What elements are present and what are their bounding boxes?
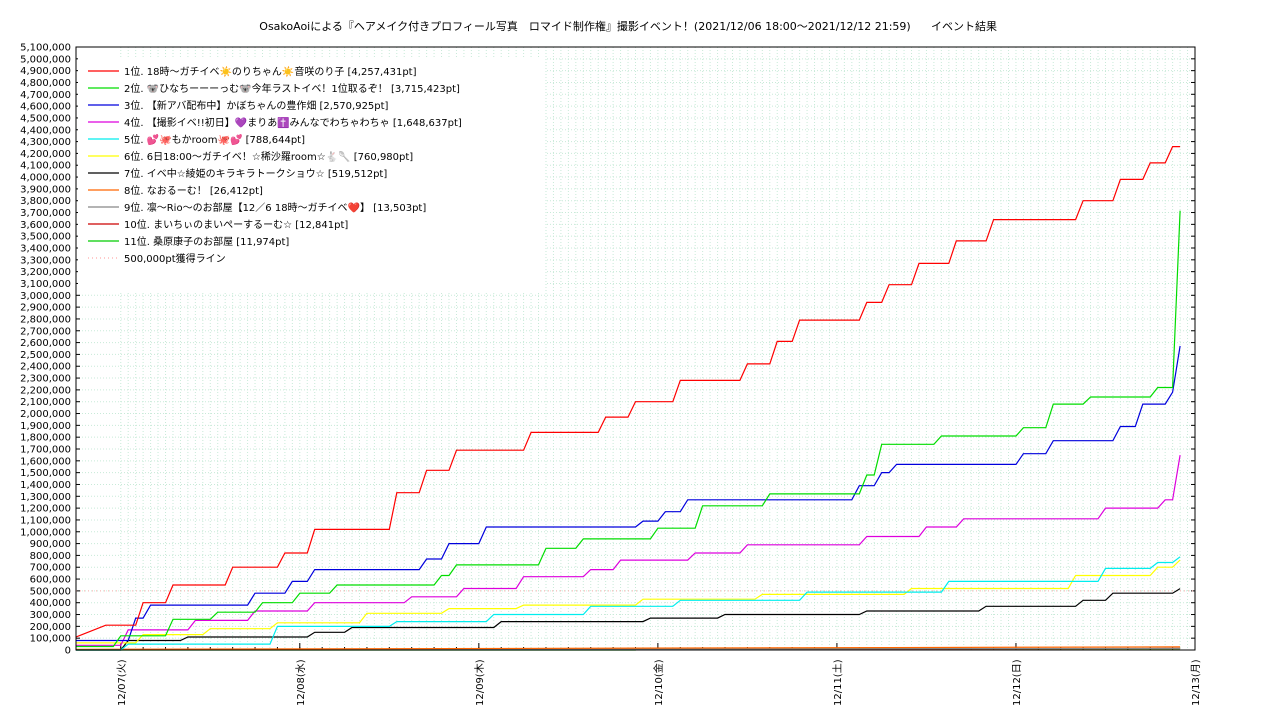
legend-label: 7位. イベ中☆綾姫のキラキラトークショウ☆ [519,512pt] xyxy=(124,167,387,180)
y-tick-label: 3,600,000 xyxy=(20,220,71,231)
legend-label: 2位. 🐨ひなちーーーっむ🐨今年ラストイベ！1位取るぞ！ [3,715,423p… xyxy=(124,82,460,95)
y-tick-label: 4,900,000 xyxy=(20,66,71,77)
y-tick-label: 3,000,000 xyxy=(20,291,71,302)
y-tick-label: 4,300,000 xyxy=(20,137,71,148)
y-tick-label: 1,200,000 xyxy=(20,504,71,515)
y-tick-label: 5,000,000 xyxy=(20,54,71,65)
series-line xyxy=(75,146,1181,638)
y-tick-label: 700,000 xyxy=(30,563,71,574)
y-tick-label: 1,300,000 xyxy=(20,492,71,503)
y-tick-label: 3,500,000 xyxy=(20,232,71,243)
y-tick-label: 3,200,000 xyxy=(20,267,71,278)
x-tick-label: 12/12(日) xyxy=(1012,659,1023,706)
y-tick-label: 400,000 xyxy=(30,598,71,609)
series-line xyxy=(76,210,1181,648)
y-tick-label: 1,900,000 xyxy=(20,421,71,432)
x-axis: 12/07(火) 12/08(水) 12/09(木) 12/10(金) 12/11(土)… xyxy=(116,643,1202,706)
legend-label: 10位. まいちぃのまいぺーするーむ☆ [12,841pt] xyxy=(124,218,348,231)
y-tick-label: 4,500,000 xyxy=(20,113,71,124)
y-tick-label: 4,400,000 xyxy=(20,125,71,136)
chart-subtitle: イベント結果 xyxy=(931,19,997,33)
y-tick-label: 4,700,000 xyxy=(20,90,71,101)
y-tick-label: 1,000,000 xyxy=(20,527,71,538)
legend-label: 4位. 【撮影イベ!!初日】💜まりあ✝️みんなでわちゃわちゃ [1,648,63… xyxy=(124,116,462,129)
legend-label: 3位. 【新アバ配布中】かぼちゃんの豊作畑 [2,570,925pt] xyxy=(124,99,389,112)
legend-label: 8位. なおるーむ！ [26,412pt] xyxy=(124,184,263,197)
y-tick-label: 1,500,000 xyxy=(20,468,71,479)
y-tick-label: 2,900,000 xyxy=(20,303,71,314)
y-tick-label: 2,100,000 xyxy=(20,397,71,408)
legend-label: 500,000pt獲得ライン xyxy=(124,252,226,265)
y-tick-label: 500,000 xyxy=(30,586,71,597)
y-tick-label: 4,600,000 xyxy=(20,102,71,113)
series-line xyxy=(76,559,1181,644)
y-tick-label: 2,300,000 xyxy=(20,374,71,385)
y-tick-label: 2,800,000 xyxy=(20,314,71,325)
chart-title: OsakoAoiによる『ヘアメイク付きプロフィール写真 ロマイド制作権』撮影イベ… xyxy=(259,19,910,33)
series-line xyxy=(76,455,1181,646)
y-tick-label: 1,700,000 xyxy=(20,445,71,456)
y-tick-label: 1,800,000 xyxy=(20,433,71,444)
x-tick-label: 12/07(火) xyxy=(116,659,128,706)
y-tick-label: 200,000 xyxy=(30,622,71,633)
y-tick-label: 900,000 xyxy=(30,539,71,550)
y-tick-label: 0 xyxy=(65,646,71,657)
y-tick-label: 3,900,000 xyxy=(20,184,71,195)
y-tick-label: 800,000 xyxy=(30,551,71,562)
plot-frame xyxy=(75,46,1196,651)
y-tick-label: 600,000 xyxy=(30,575,71,586)
y-tick-label: 1,600,000 xyxy=(20,456,71,467)
y-tick-label: 4,100,000 xyxy=(20,161,71,172)
x-tick-label: 12/13(月) xyxy=(1190,659,1202,706)
y-tick-label: 4,800,000 xyxy=(20,78,71,89)
legend: 1位. 18時〜ガチイベ☀️のりちゃん☀️音咲のり子 [4,257,431pt]… xyxy=(78,57,545,292)
series-line xyxy=(76,588,1181,651)
x-tick-label: 12/10(金) xyxy=(652,659,665,706)
y-tick-label: 2,700,000 xyxy=(20,326,71,337)
x-tick-label: 12/09(木) xyxy=(474,659,486,706)
y-tick-label: 1,100,000 xyxy=(20,515,71,526)
legend-label: 9位. 凛〜Rio〜のお部屋【12／6 18時〜ガチイベ❤️】 [13,503p… xyxy=(124,201,426,214)
y-tick-label: 3,800,000 xyxy=(20,196,71,207)
legend-label: 5位. 💕🐙もかroom🐙💕 [788,644pt] xyxy=(124,133,305,146)
y-tick-label: 3,400,000 xyxy=(20,244,71,255)
x-tick-label: 12/08(水) xyxy=(295,659,307,706)
y-tick-label: 100,000 xyxy=(30,634,71,645)
series-line xyxy=(76,556,1181,651)
legend-label: 1位. 18時〜ガチイベ☀️のりちゃん☀️音咲のり子 [4,257,431pt] xyxy=(124,65,417,78)
series-line xyxy=(76,345,1181,642)
y-tick-label: 3,100,000 xyxy=(20,279,71,290)
y-tick-label: 2,000,000 xyxy=(20,409,71,420)
x-tick-label: 12/11(土) xyxy=(831,659,844,706)
legend-box xyxy=(78,57,545,292)
y-tick-label: 4,000,000 xyxy=(20,173,71,184)
series-line xyxy=(75,646,1181,651)
y-tick-label: 4,200,000 xyxy=(20,149,71,160)
y-tick-label: 2,200,000 xyxy=(20,385,71,396)
y-tick-label: 2,500,000 xyxy=(20,350,71,361)
y-tick-label: 1,400,000 xyxy=(20,480,71,491)
y-tick-label: 300,000 xyxy=(30,610,71,621)
y-tick-label: 3,300,000 xyxy=(20,255,71,266)
y-tick-label: 2,600,000 xyxy=(20,338,71,349)
legend-label: 6位. 6日18:00〜ガチイベ！☆稀沙羅room☆🐇🥄 [760,980pt] xyxy=(124,150,413,163)
y-tick-label: 5,100,000 xyxy=(20,43,71,54)
legend-label: 11位. 桑原康子のお部屋 [11,974pt] xyxy=(124,235,289,248)
y-tick-label: 3,700,000 xyxy=(20,208,71,219)
y-tick-label: 2,400,000 xyxy=(20,362,71,373)
